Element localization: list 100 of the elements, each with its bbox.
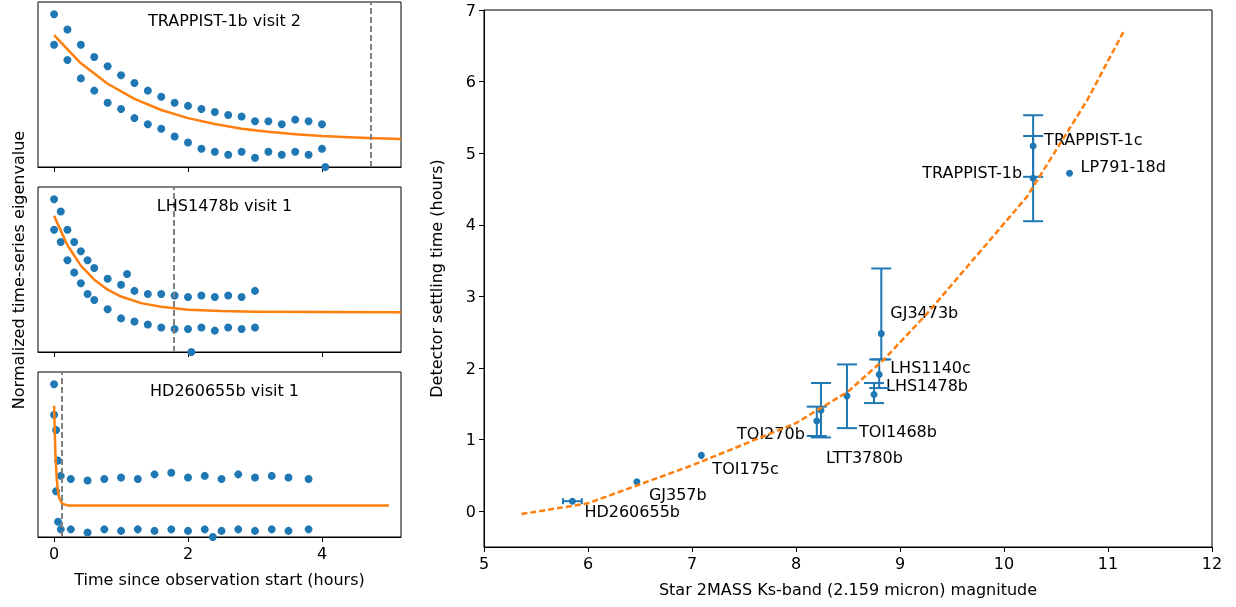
x-tick-label: 2 — [182, 543, 194, 563]
point — [251, 526, 259, 535]
point — [63, 256, 72, 265]
point — [50, 10, 59, 19]
x-tick-label: 4 — [316, 543, 328, 563]
point — [50, 195, 59, 204]
point — [284, 473, 293, 482]
annotation: LHS1140c — [890, 357, 971, 377]
point — [224, 111, 233, 120]
point — [210, 147, 219, 156]
point — [130, 114, 139, 123]
point — [130, 286, 139, 295]
point — [237, 147, 246, 156]
point — [157, 323, 166, 332]
annotation: LTT3780b — [825, 447, 903, 467]
point — [167, 468, 176, 477]
point — [197, 144, 206, 153]
point — [63, 25, 72, 34]
point — [56, 207, 65, 216]
point — [130, 317, 139, 326]
point — [143, 120, 152, 129]
point — [875, 370, 883, 378]
point — [224, 150, 233, 159]
point — [90, 86, 99, 95]
y-tick-label: 7 — [465, 0, 476, 20]
point — [133, 525, 142, 534]
point — [317, 120, 326, 129]
x-tick-label: 9 — [894, 553, 906, 573]
point — [83, 256, 92, 265]
point — [103, 62, 112, 71]
point — [143, 86, 152, 95]
point — [251, 473, 259, 482]
point — [157, 289, 166, 298]
point — [83, 528, 92, 537]
annotation: TOI175c — [711, 458, 779, 478]
point — [184, 101, 193, 110]
point — [234, 525, 243, 534]
point — [210, 326, 219, 335]
annotation: LP791-18d — [1080, 156, 1166, 176]
annotation: GJ3473b — [890, 303, 959, 323]
point — [251, 323, 259, 332]
chart-title: HD260655b visit 1 — [150, 380, 299, 400]
point — [184, 293, 193, 301]
y-tick-label: 3 — [465, 286, 476, 306]
x-tick-label: 6 — [582, 553, 594, 573]
point — [813, 417, 821, 425]
point — [123, 270, 132, 279]
point — [150, 526, 159, 535]
x-tick-label: 10 — [993, 553, 1015, 573]
point — [264, 117, 273, 126]
point — [100, 474, 109, 483]
point — [1066, 169, 1074, 177]
x-tick-label: 7 — [686, 553, 698, 573]
point — [117, 314, 126, 323]
point — [234, 470, 243, 479]
point — [184, 473, 193, 482]
point — [1029, 174, 1037, 182]
point — [224, 323, 233, 332]
point — [184, 138, 193, 147]
point — [251, 286, 259, 295]
point — [117, 280, 126, 289]
point — [133, 474, 142, 483]
point — [208, 533, 217, 541]
y-tick-label: 5 — [465, 143, 476, 163]
point — [56, 238, 65, 246]
point — [184, 526, 193, 535]
point — [63, 56, 72, 65]
point — [277, 120, 286, 129]
point — [200, 525, 209, 534]
point — [217, 474, 226, 483]
x-axis-title: Time since observation start (hours) — [73, 569, 365, 589]
point — [237, 293, 246, 301]
point — [157, 124, 166, 133]
point — [117, 104, 126, 113]
point — [284, 526, 293, 535]
point — [76, 247, 85, 256]
x-tick-label: 12 — [1201, 553, 1223, 573]
annotation: LHS1478b — [886, 375, 968, 395]
y-axis-title: Normalized time-series eigenvalue — [8, 130, 28, 409]
point — [317, 144, 326, 153]
point — [210, 293, 219, 301]
point — [50, 40, 59, 49]
point — [50, 380, 59, 389]
y-tick-label: 1 — [465, 430, 476, 450]
point — [197, 323, 206, 332]
point — [197, 291, 206, 300]
point — [117, 473, 126, 482]
point — [870, 390, 878, 398]
chart-title: LHS1478b visit 1 — [156, 195, 293, 215]
y-tick-label: 6 — [465, 72, 476, 92]
annotation: TRAPPIST-1b — [921, 162, 1023, 182]
point — [697, 451, 705, 459]
point — [251, 153, 259, 162]
point — [321, 163, 330, 171]
point — [63, 225, 72, 234]
point — [100, 525, 109, 534]
point — [103, 305, 112, 314]
point — [90, 296, 99, 305]
point — [291, 147, 300, 156]
x-tick-label: 8 — [790, 553, 802, 573]
